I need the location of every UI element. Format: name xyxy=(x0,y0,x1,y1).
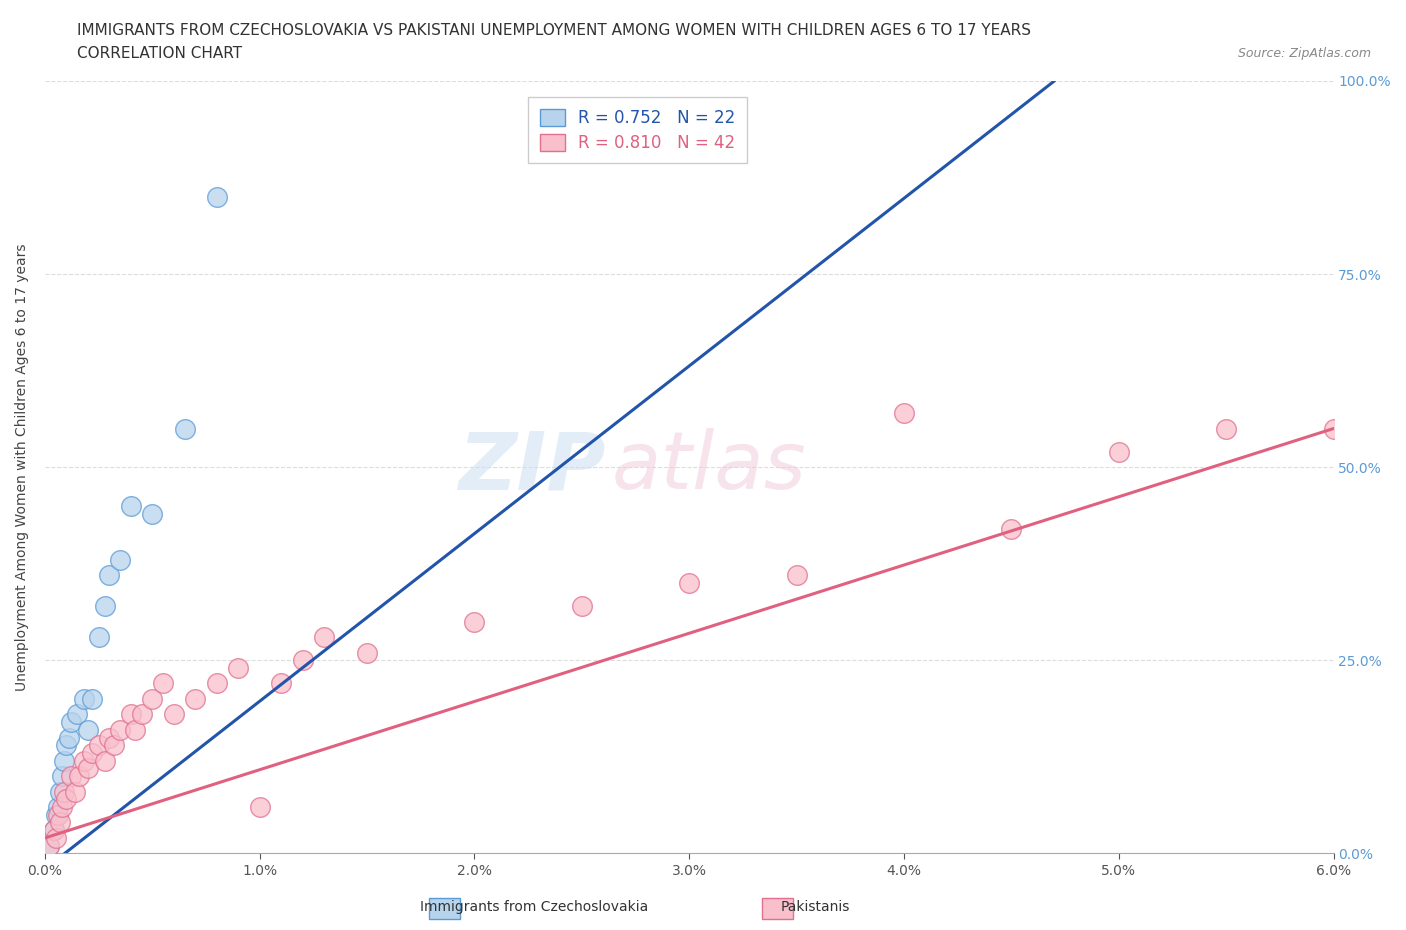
Point xyxy=(141,506,163,521)
Point xyxy=(45,830,67,845)
Point xyxy=(786,568,808,583)
Point xyxy=(77,723,100,737)
Point xyxy=(53,753,76,768)
Y-axis label: Unemployment Among Women with Children Ages 6 to 17 years: Unemployment Among Women with Children A… xyxy=(15,244,30,691)
Point xyxy=(163,707,186,722)
Point xyxy=(51,800,73,815)
Point xyxy=(38,838,60,853)
Legend: R = 0.752   N = 22, R = 0.810   N = 42: R = 0.752 N = 22, R = 0.810 N = 42 xyxy=(529,97,747,164)
Text: atlas: atlas xyxy=(612,428,807,506)
Point xyxy=(55,737,77,752)
Point xyxy=(42,823,65,838)
Point xyxy=(173,421,195,436)
Point xyxy=(98,568,121,583)
Point xyxy=(893,405,915,420)
Point xyxy=(42,823,65,838)
Point xyxy=(226,660,249,675)
Point xyxy=(205,190,228,205)
Point xyxy=(1215,421,1237,436)
Point xyxy=(98,730,121,745)
Point xyxy=(46,800,69,815)
Point xyxy=(124,723,146,737)
Point xyxy=(1108,445,1130,459)
Point xyxy=(205,676,228,691)
Point xyxy=(94,753,117,768)
Text: CORRELATION CHART: CORRELATION CHART xyxy=(77,46,242,61)
Point xyxy=(120,498,142,513)
Point xyxy=(51,769,73,784)
Point xyxy=(249,800,271,815)
Point xyxy=(55,791,77,806)
Point xyxy=(87,737,110,752)
Point xyxy=(103,737,125,752)
Point xyxy=(291,653,314,668)
Point xyxy=(77,761,100,776)
Point xyxy=(131,707,153,722)
Point xyxy=(678,576,700,591)
Point xyxy=(67,769,90,784)
Point xyxy=(63,784,86,799)
Point xyxy=(152,676,174,691)
Point xyxy=(270,676,292,691)
Point xyxy=(82,692,104,707)
Point xyxy=(72,753,94,768)
Text: ZIP: ZIP xyxy=(458,428,606,506)
Point xyxy=(356,645,378,660)
Point xyxy=(49,815,72,830)
Point xyxy=(108,552,131,567)
Point xyxy=(53,784,76,799)
Point xyxy=(58,730,80,745)
Point xyxy=(314,630,336,644)
Point xyxy=(49,784,72,799)
Text: Pakistanis: Pakistanis xyxy=(780,899,851,914)
Text: IMMIGRANTS FROM CZECHOSLOVAKIA VS PAKISTANI UNEMPLOYMENT AMONG WOMEN WITH CHILDR: IMMIGRANTS FROM CZECHOSLOVAKIA VS PAKIST… xyxy=(77,23,1032,38)
Point xyxy=(463,614,485,629)
Point xyxy=(1322,421,1344,436)
Point xyxy=(59,769,82,784)
Point xyxy=(87,630,110,644)
Point xyxy=(45,807,67,822)
Point xyxy=(46,807,69,822)
Text: Immigrants from Czechoslovakia: Immigrants from Czechoslovakia xyxy=(420,899,648,914)
Point xyxy=(72,692,94,707)
Point xyxy=(66,707,89,722)
Point xyxy=(571,599,593,614)
Point xyxy=(184,692,207,707)
Point xyxy=(94,599,117,614)
Point xyxy=(82,746,104,761)
Point xyxy=(1000,522,1022,537)
Point xyxy=(38,838,60,853)
Point xyxy=(141,692,163,707)
Text: Source: ZipAtlas.com: Source: ZipAtlas.com xyxy=(1237,46,1371,60)
Point xyxy=(108,723,131,737)
Point xyxy=(59,714,82,729)
Point xyxy=(120,707,142,722)
